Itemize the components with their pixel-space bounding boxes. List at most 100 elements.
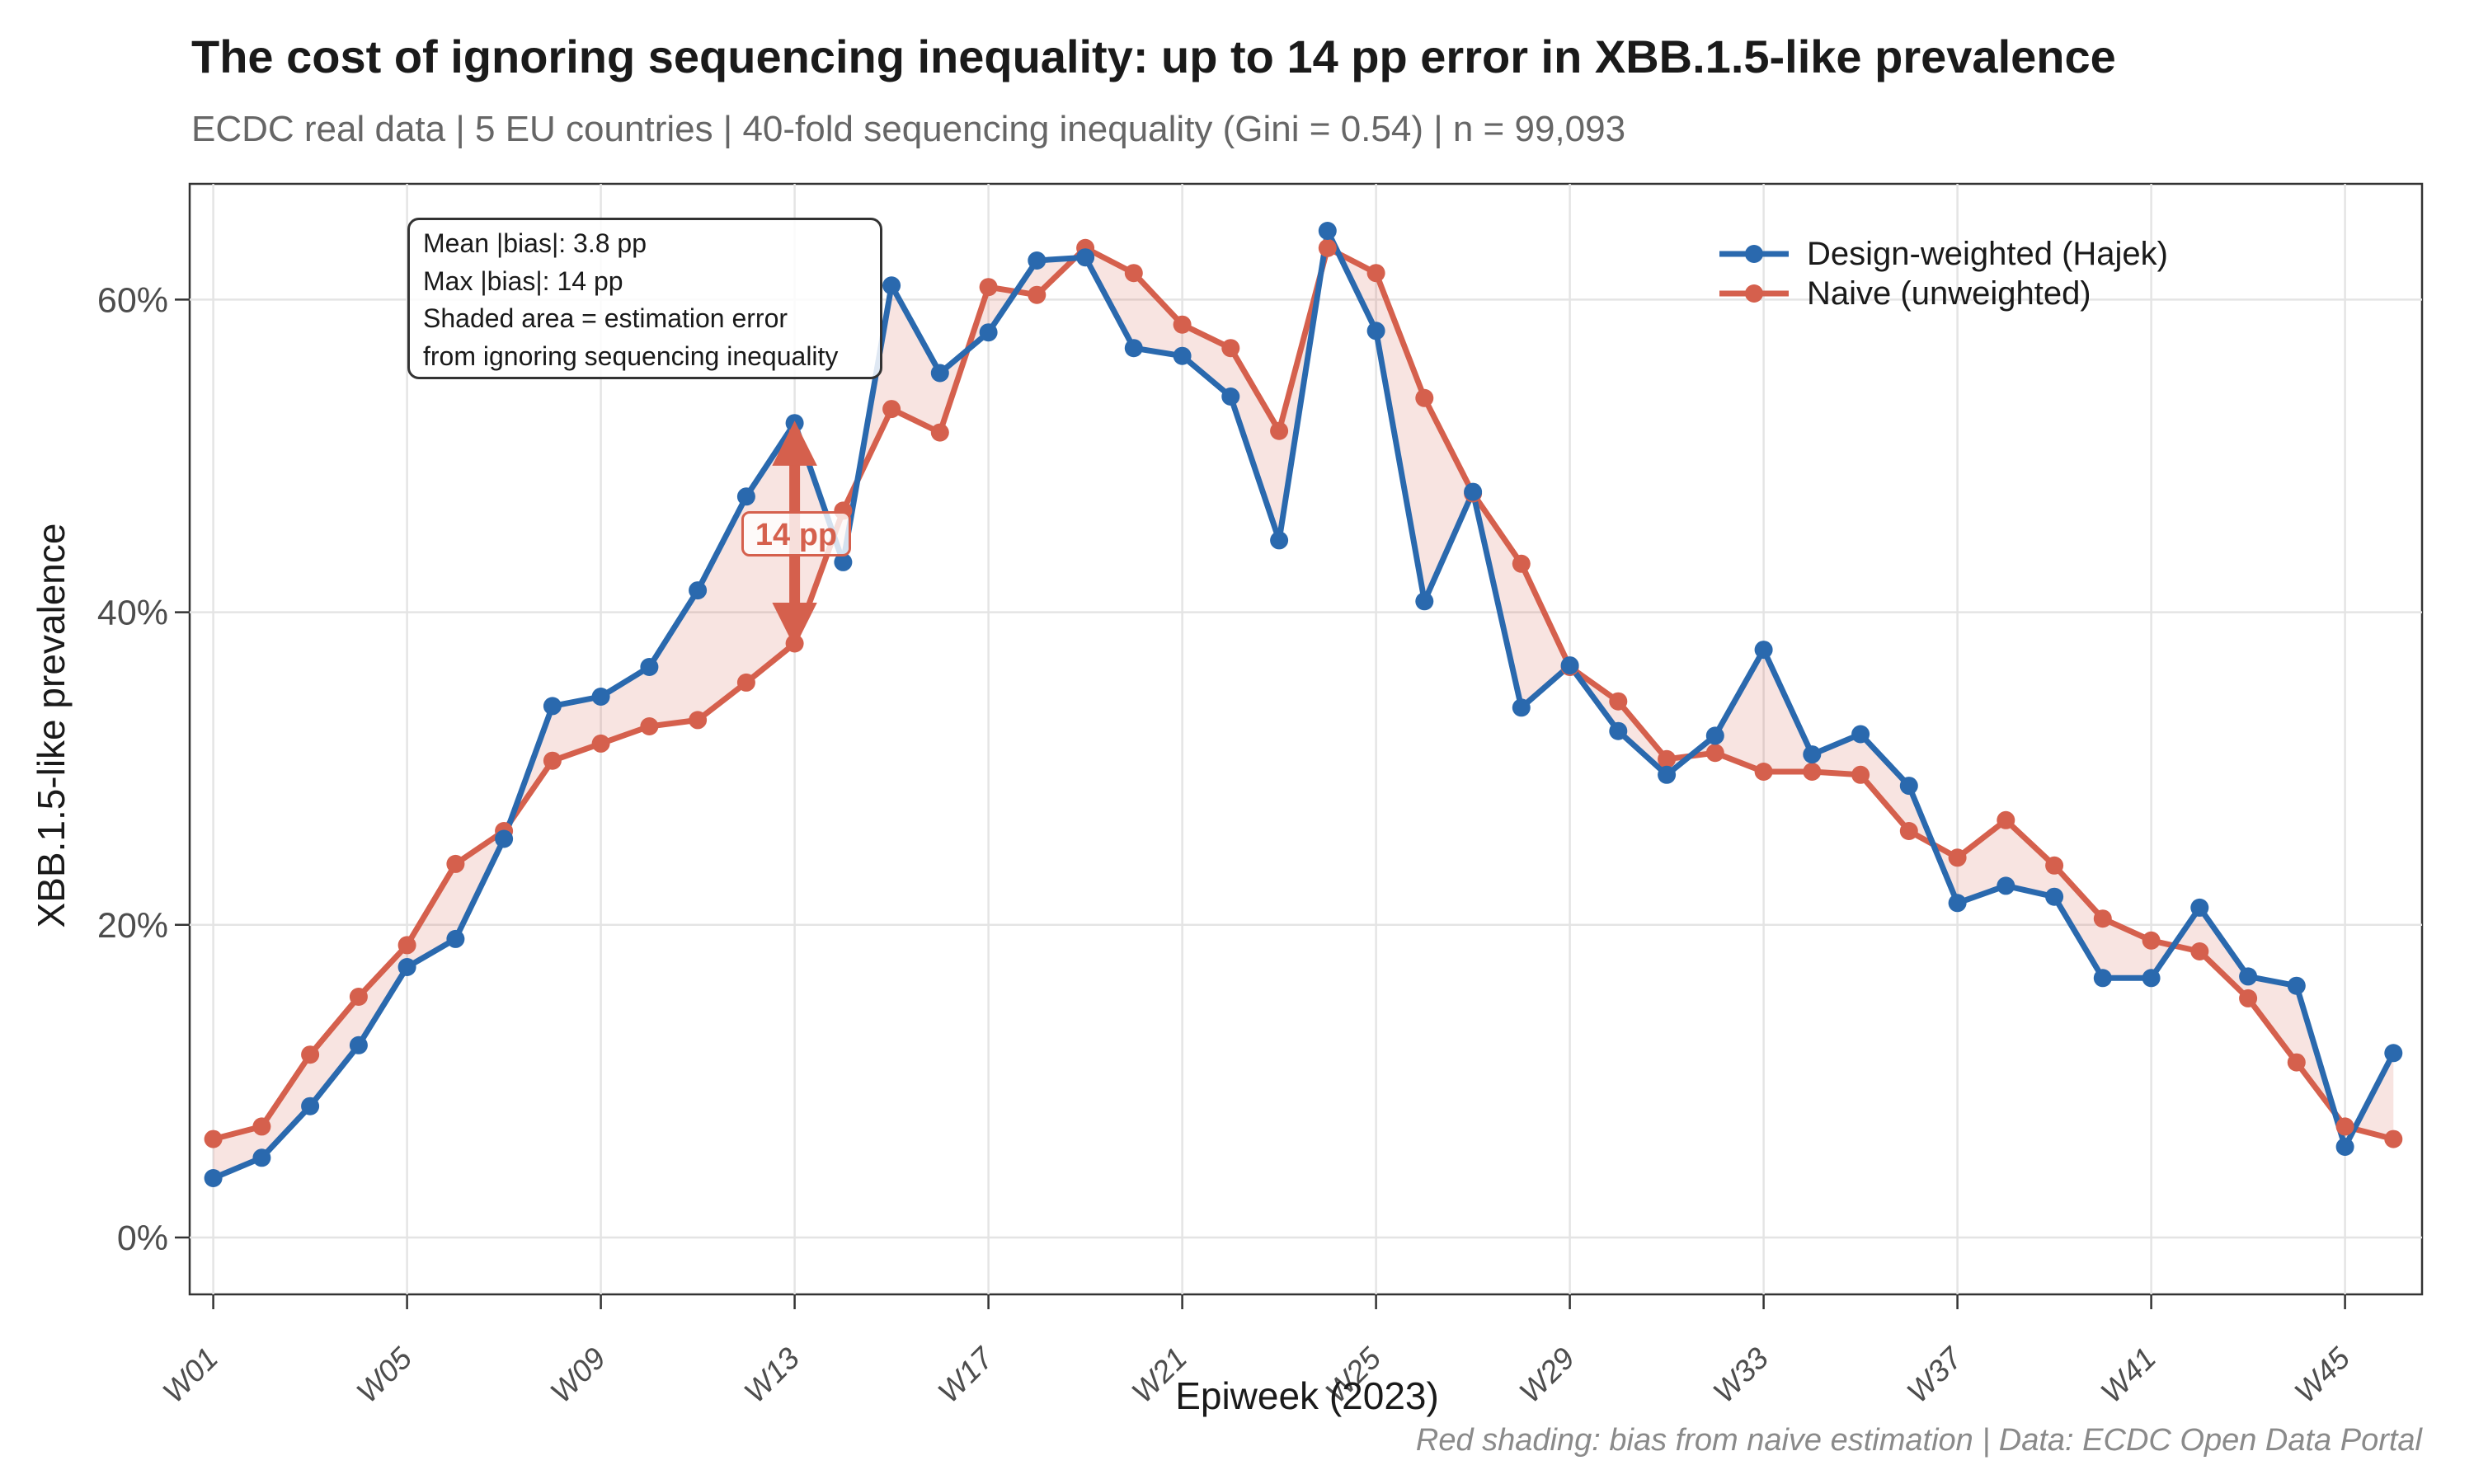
data-point [1851, 725, 1870, 744]
data-point [252, 1117, 271, 1136]
data-point [930, 364, 949, 383]
data-point [1560, 656, 1579, 675]
data-point [1705, 726, 1724, 745]
data-point [2045, 887, 2064, 906]
data-point [1270, 531, 1289, 550]
data-point [1173, 346, 1192, 365]
data-point [1270, 421, 1289, 440]
legend-key-icon [1719, 245, 1789, 263]
data-point [1512, 698, 1531, 717]
data-point [1948, 894, 1967, 913]
chart-caption: Red shading: bias from naive estimation … [1415, 1423, 2422, 1458]
data-point [1997, 810, 2015, 829]
data-point [1366, 322, 1385, 340]
legend-key-icon [1719, 284, 1789, 303]
data-point [1124, 339, 1143, 358]
data-point [930, 423, 949, 442]
bias-annotation-box: Mean |bias|: 3.8 pp Max |bias|: 14 pp Shad… [407, 218, 882, 379]
legend-item-hajek: Design-weighted (Hajek) [1719, 234, 2168, 274]
data-point [1221, 339, 1240, 358]
legend: Design-weighted (Hajek) Naive (unweighted… [1719, 234, 2168, 313]
legend-item-naive: Naive (unweighted) [1719, 274, 2168, 313]
series-line-hajek [210, 228, 2396, 1181]
annotation-line: Mean |bias|: 3.8 pp [423, 228, 647, 258]
x-axis-title: Epiweek (2023) [1175, 1374, 1439, 1417]
data-point [2287, 976, 2306, 995]
data-point [1415, 388, 1434, 407]
data-point [349, 1036, 368, 1054]
data-point [1803, 745, 1822, 764]
annotation-line: from ignoring sequencing inequality [423, 340, 839, 371]
data-point [640, 717, 659, 735]
data-point [1609, 692, 1628, 711]
data-point [204, 1129, 223, 1148]
data-point [2335, 1138, 2354, 1156]
annotation-line: Max |bias|: 14 pp [423, 265, 623, 296]
legend-label: Naive (unweighted) [1807, 275, 2091, 312]
data-point [1754, 641, 1773, 660]
data-point [689, 711, 708, 730]
series-line-naive [210, 245, 2396, 1143]
data-point [301, 1097, 320, 1115]
data-point [1028, 251, 1047, 270]
data-point [591, 734, 610, 753]
data-point [2045, 856, 2064, 875]
data-point [1076, 248, 1095, 267]
data-point [349, 988, 368, 1006]
data-point [834, 552, 853, 571]
data-point [2239, 989, 2258, 1007]
data-point [1124, 264, 1143, 283]
data-point [397, 936, 416, 955]
data-point [1851, 765, 1870, 784]
data-point [1318, 238, 1337, 257]
y-tick-label: 20% [97, 906, 168, 946]
bias-shaded-band [213, 231, 2394, 1178]
data-point [446, 929, 465, 948]
annotation-line: Shaded area = estimation error [423, 303, 788, 333]
data-point [495, 829, 514, 848]
data-point [2335, 1117, 2354, 1136]
max-bias-callout: 14 pp [741, 511, 851, 556]
y-tick-label: 0% [117, 1219, 168, 1258]
data-point [1899, 777, 1918, 796]
data-point [1803, 763, 1822, 781]
data-point [1028, 285, 1047, 304]
data-point [882, 400, 901, 419]
data-point [785, 414, 804, 433]
data-point [2142, 969, 2161, 988]
data-point [1318, 222, 1337, 240]
data-point [1754, 763, 1773, 781]
legend-label: Design-weighted (Hajek) [1807, 235, 2168, 272]
data-point [1464, 482, 1483, 501]
data-point [736, 673, 755, 692]
y-axis-title: XBB.1.5-like prevalence [30, 523, 73, 928]
data-point [1173, 315, 1192, 334]
data-point [2239, 967, 2258, 986]
data-point [1512, 554, 1531, 573]
data-point [252, 1148, 271, 1167]
page-subtitle: ECDC real data | 5 EU countries | 40-fol… [191, 109, 1626, 149]
data-point [1658, 765, 1677, 784]
data-point [1609, 721, 1628, 740]
y-tick-label: 60% [97, 280, 168, 320]
data-point [397, 958, 416, 976]
data-point [2093, 969, 2112, 988]
data-point [1705, 744, 1724, 763]
data-point [2287, 1053, 2306, 1072]
page-title: The cost of ignoring sequencing inequali… [191, 31, 2116, 82]
data-point [591, 688, 610, 706]
data-point [640, 658, 659, 676]
data-point [736, 487, 755, 506]
data-point [1997, 876, 2015, 895]
data-point [301, 1045, 320, 1064]
data-point [543, 697, 562, 716]
data-point [2384, 1129, 2403, 1148]
data-point [2190, 942, 2209, 960]
gridlines [190, 184, 2422, 1294]
data-point [689, 581, 708, 600]
data-point [2190, 898, 2209, 917]
data-point [1366, 264, 1385, 283]
data-point [882, 276, 901, 295]
data-point [979, 323, 998, 342]
